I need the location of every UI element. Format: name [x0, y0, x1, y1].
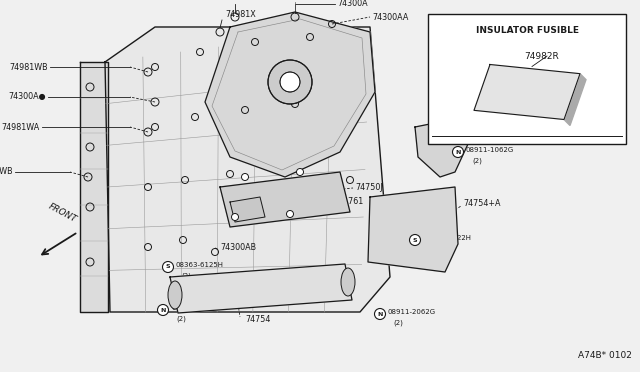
Text: S: S	[166, 264, 170, 269]
Text: 74754: 74754	[245, 315, 270, 324]
Text: 74781: 74781	[475, 119, 500, 128]
Text: 08911-2062G: 08911-2062G	[388, 309, 436, 315]
Text: 08911-1062G: 08911-1062G	[466, 147, 515, 153]
Polygon shape	[230, 197, 265, 222]
Circle shape	[410, 234, 420, 246]
Circle shape	[241, 173, 248, 180]
Text: 08911-1062G: 08911-1062G	[171, 305, 220, 311]
Text: 74981WB: 74981WB	[10, 62, 48, 71]
Circle shape	[232, 214, 239, 221]
Text: 74300A: 74300A	[337, 0, 367, 9]
Text: (2): (2)	[472, 158, 482, 164]
Text: 74981WA: 74981WA	[2, 122, 40, 131]
Ellipse shape	[168, 281, 182, 309]
Text: 74300AB: 74300AB	[220, 243, 256, 251]
Text: 74981W: 74981W	[238, 0, 271, 2]
Circle shape	[268, 60, 312, 104]
Text: 74981X: 74981X	[225, 10, 256, 19]
Polygon shape	[564, 74, 586, 125]
Text: 74982R: 74982R	[525, 52, 559, 61]
Circle shape	[296, 169, 303, 176]
Circle shape	[287, 211, 294, 218]
Text: N: N	[455, 150, 461, 154]
Text: 74300AA: 74300AA	[372, 13, 408, 22]
Text: S: S	[413, 237, 417, 243]
Text: 08363-6122H: 08363-6122H	[423, 235, 471, 241]
Polygon shape	[368, 187, 458, 272]
Text: N: N	[160, 308, 166, 312]
Text: N: N	[378, 311, 383, 317]
Text: A74B* 0102: A74B* 0102	[578, 351, 632, 360]
Text: (4): (4)	[428, 246, 438, 252]
Polygon shape	[80, 62, 108, 312]
Polygon shape	[205, 12, 375, 177]
FancyBboxPatch shape	[428, 14, 626, 144]
Circle shape	[280, 72, 300, 92]
Polygon shape	[220, 172, 350, 227]
Polygon shape	[474, 64, 580, 119]
Text: FRONT: FRONT	[46, 202, 77, 224]
Text: 74981WB: 74981WB	[0, 167, 13, 176]
Circle shape	[452, 147, 463, 157]
Text: 74754+A: 74754+A	[463, 199, 500, 208]
Circle shape	[374, 308, 385, 320]
Polygon shape	[170, 264, 352, 313]
Circle shape	[157, 305, 168, 315]
Text: 08363-6125H: 08363-6125H	[176, 262, 224, 268]
Polygon shape	[105, 27, 390, 312]
Text: 74300A●: 74300A●	[8, 93, 46, 102]
Ellipse shape	[341, 268, 355, 296]
Text: (2): (2)	[393, 320, 403, 326]
Text: INSULATOR FUSIBLE: INSULATOR FUSIBLE	[476, 26, 579, 35]
Text: (2): (2)	[176, 316, 186, 322]
Text: 74761: 74761	[338, 198, 364, 206]
Text: (2): (2)	[181, 273, 191, 279]
Text: 74750J: 74750J	[355, 183, 383, 192]
Circle shape	[163, 262, 173, 273]
Polygon shape	[415, 117, 468, 177]
